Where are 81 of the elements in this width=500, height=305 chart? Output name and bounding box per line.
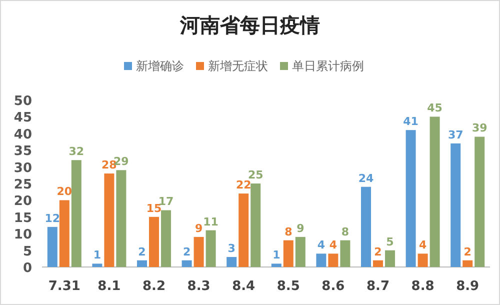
bar (104, 173, 114, 267)
y-tick-label: 45 (14, 110, 32, 126)
data-label: 32 (68, 145, 84, 158)
x-tick-label: 8.8 (411, 279, 434, 294)
data-label: 39 (472, 122, 488, 135)
chart-title: 河南省每日疫情 (179, 13, 320, 37)
bar (450, 143, 461, 267)
bar (47, 226, 58, 267)
bar (328, 254, 338, 267)
bar (316, 254, 326, 267)
bar (385, 250, 395, 267)
bar (271, 264, 282, 267)
y-tick-label: 20 (14, 194, 32, 210)
x-tick-label: 8.7 (366, 279, 390, 294)
y-tick-label: 0 (22, 261, 32, 276)
bar (226, 256, 237, 267)
bar (295, 236, 306, 267)
data-label: 2 (182, 245, 191, 258)
data-label: 24 (358, 172, 374, 185)
data-label: 12 (44, 212, 60, 225)
bar (238, 194, 249, 267)
bar (430, 116, 440, 267)
bar (373, 260, 383, 267)
bar (59, 200, 70, 267)
data-label: 9 (296, 222, 304, 235)
bar (340, 240, 350, 267)
data-label: 4 (329, 238, 338, 252)
data-label: 37 (448, 128, 464, 142)
bar (149, 216, 159, 267)
y-tick-label: 50 (14, 94, 32, 109)
data-label: 4 (317, 238, 326, 252)
x-tick-label: 8.3 (187, 279, 210, 294)
y-tick-label: 10 (14, 228, 32, 243)
data-label: 41 (403, 115, 418, 128)
x-tick-label: 8.4 (232, 279, 256, 294)
bar (206, 230, 216, 267)
x-tick-label: 8.1 (98, 279, 121, 294)
y-tick-label: 30 (14, 160, 32, 176)
x-tick-label: 8.6 (322, 279, 345, 294)
data-label: 3 (228, 242, 236, 255)
x-tick-label: 7.31 (48, 279, 80, 294)
bar (116, 170, 126, 267)
bar (161, 210, 171, 267)
bar (283, 240, 294, 267)
data-label: 1 (272, 248, 280, 262)
legend-label: 新增无症状 (208, 59, 268, 73)
x-tick-label: 8.2 (142, 279, 166, 294)
legend-label: 单日累计病例 (292, 59, 364, 73)
data-label: 25 (248, 168, 264, 182)
bar (92, 264, 102, 267)
data-label: 11 (203, 215, 218, 228)
legend-label: 新增确诊 (136, 59, 184, 73)
data-label: 2 (374, 245, 382, 258)
bar (361, 186, 371, 267)
bar (250, 184, 261, 267)
bar (474, 136, 485, 267)
data-label: 8 (284, 225, 292, 238)
data-label: 1 (93, 248, 102, 262)
y-tick-label: 35 (14, 144, 32, 160)
data-label: 4 (418, 238, 427, 252)
bar (418, 254, 428, 267)
data-label: 45 (427, 102, 442, 115)
data-label: 2 (138, 245, 146, 258)
bar (406, 130, 416, 267)
data-label: 2 (464, 245, 472, 258)
bar (71, 160, 82, 267)
data-label: 8 (341, 225, 350, 238)
data-label: 20 (56, 185, 72, 198)
data-label: 9 (194, 222, 203, 235)
data-label: 5 (386, 235, 394, 248)
bar (137, 260, 147, 267)
x-tick-label: 8.9 (456, 279, 480, 294)
y-tick-label: 40 (14, 127, 32, 142)
bar (462, 260, 473, 267)
bar (194, 236, 204, 267)
x-tick-label: 8.5 (276, 279, 300, 294)
y-tick-label: 15 (14, 210, 32, 226)
data-label: 22 (236, 178, 252, 192)
y-tick-label: 25 (14, 178, 32, 192)
bar (182, 260, 192, 267)
y-tick-label: 5 (22, 244, 32, 260)
